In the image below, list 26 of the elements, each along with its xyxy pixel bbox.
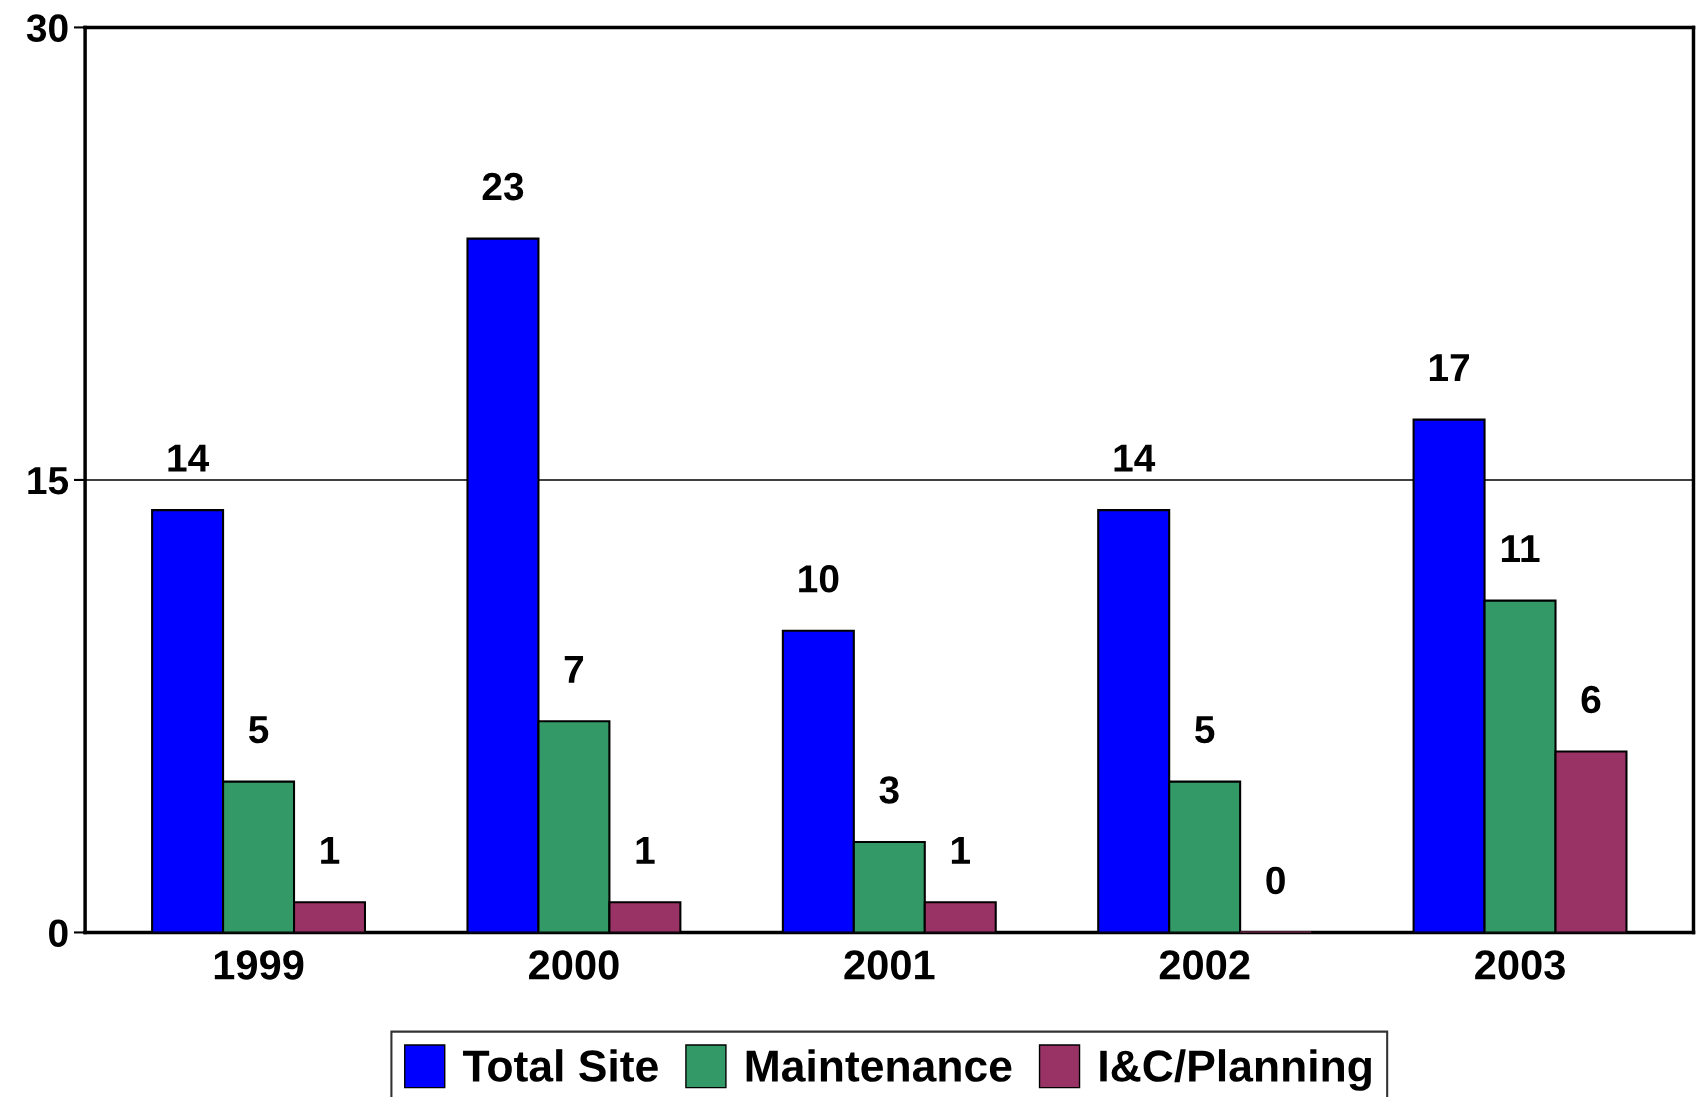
legend-label: Maintenance [746, 1049, 1012, 1082]
data-label: 6 [1581, 685, 1601, 714]
data-label: 7 [564, 655, 584, 683]
data-label: 5 [1195, 716, 1215, 744]
x-tick-label: 2002 [1159, 950, 1250, 980]
data-label: 5 [248, 716, 269, 744]
data-label: 1 [321, 836, 340, 864]
x-tick-label: 2000 [529, 950, 619, 980]
data-label: 14 [1114, 444, 1156, 472]
x-tick-label: 2003 [1475, 950, 1565, 980]
legend-label: Total Site [463, 1049, 658, 1082]
x-tick-label: 1999 [214, 950, 304, 980]
y-tick-label: 15 [28, 467, 69, 495]
data-label: 1 [636, 836, 655, 864]
data-label: 14 [168, 444, 210, 472]
data-label: 1 [951, 836, 970, 864]
legend-label: I&C/Planning [1100, 1049, 1371, 1091]
data-label: 0 [1266, 866, 1285, 895]
x-tick-label: 2001 [844, 950, 935, 980]
y-tick-label: 0 [49, 919, 68, 947]
y-tick-label: 30 [26, 14, 68, 42]
data-label: 3 [879, 776, 899, 804]
data-label: 11 [1501, 535, 1540, 562]
data-label: 10 [799, 564, 839, 593]
data-label: 23 [482, 172, 524, 201]
data-label: 17 [1429, 354, 1469, 381]
